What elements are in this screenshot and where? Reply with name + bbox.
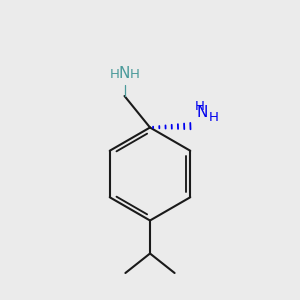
Text: N: N <box>119 66 130 81</box>
Text: H: H <box>110 68 120 81</box>
Text: H: H <box>195 100 204 113</box>
Text: H: H <box>209 111 219 124</box>
Text: H: H <box>130 68 139 81</box>
Text: N: N <box>197 105 208 120</box>
